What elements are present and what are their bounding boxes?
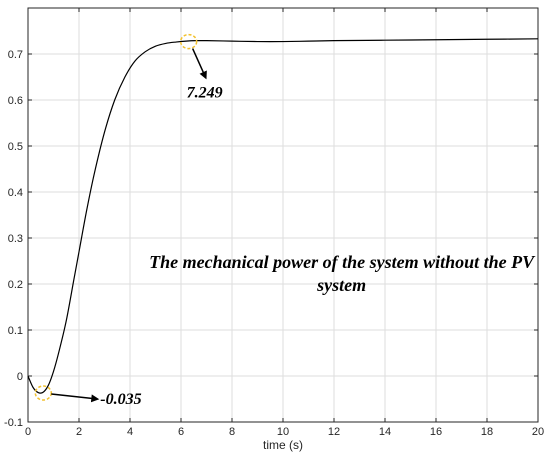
chart-title-line-2: system bbox=[316, 275, 366, 295]
y-tick-label: 0.3 bbox=[8, 233, 23, 245]
series-line bbox=[27, 38, 539, 394]
y-tick-label: 0.1 bbox=[8, 325, 23, 337]
y-tick-label: 0.7 bbox=[8, 49, 23, 61]
chart-title-line-1: The mechanical power of the system witho… bbox=[149, 252, 536, 272]
annotation-label-peak: 7.249 bbox=[187, 85, 223, 102]
annotation-arrow-min bbox=[51, 393, 100, 403]
y-tick-label: 0 bbox=[17, 371, 23, 383]
annotations: 7.249 -0.035 bbox=[34, 33, 223, 408]
y-tick-label: 0.2 bbox=[8, 279, 23, 291]
x-tick-label: 4 bbox=[127, 426, 133, 438]
x-axis-ticks: 0 2 4 6 8 10 12 14 16 18 20 bbox=[25, 8, 544, 438]
annotation-marker-min bbox=[34, 385, 53, 401]
x-tick-label: 6 bbox=[178, 426, 184, 438]
y-tick-label: 0.4 bbox=[8, 187, 23, 199]
chart-title: The mechanical power of the system witho… bbox=[149, 252, 536, 295]
x-tick-label: 10 bbox=[277, 426, 289, 438]
x-tick-label: 12 bbox=[328, 426, 340, 438]
x-tick-label: 2 bbox=[76, 426, 82, 438]
y-axis-ticks: -0.1 0 0.1 0.2 0.3 0.4 0.5 0.6 0.7 bbox=[4, 49, 538, 429]
x-tick-label: 18 bbox=[481, 426, 493, 438]
x-tick-label: 0 bbox=[25, 426, 31, 438]
x-tick-label: 8 bbox=[229, 426, 235, 438]
y-tick-label: -0.1 bbox=[4, 417, 23, 429]
annotation-marker-peak bbox=[179, 33, 198, 50]
annotation-label-min: -0.035 bbox=[100, 391, 141, 408]
x-tick-label: 14 bbox=[379, 426, 391, 438]
annotation-arrow-peak bbox=[191, 48, 207, 80]
x-axis-title: time (s) bbox=[263, 438, 303, 452]
x-tick-label: 20 bbox=[532, 426, 544, 438]
y-tick-label: 0.5 bbox=[8, 141, 23, 153]
x-tick-label: 16 bbox=[430, 426, 442, 438]
y-tick-label: 0.6 bbox=[8, 95, 23, 107]
